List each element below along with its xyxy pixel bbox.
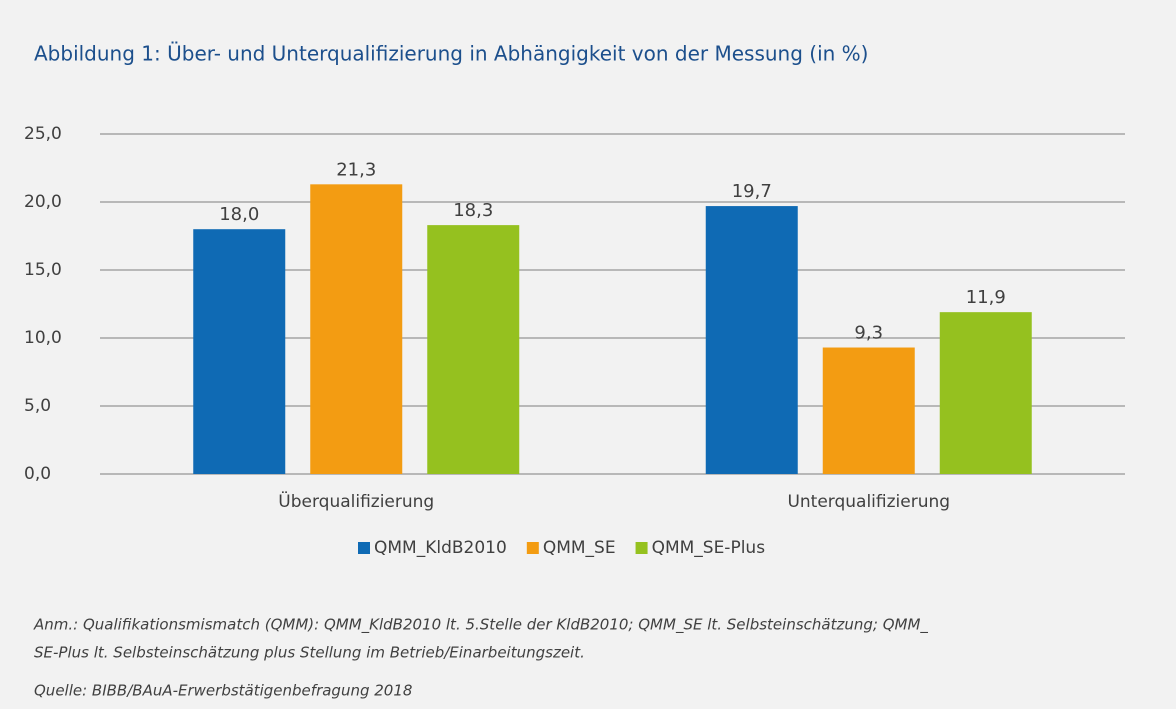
value-label: 19,7	[732, 181, 772, 202]
y-tick-label: 20,0	[24, 192, 62, 212]
value-label: 18,0	[219, 204, 259, 225]
x-tick-label: Unterqualifizierung	[787, 492, 950, 512]
source: Quelle: BIBB/BAuA-Erwerbstätigenbefragun…	[34, 682, 412, 700]
legend-label: QMM_SE-Plus	[652, 538, 766, 558]
legend-swatch	[358, 542, 370, 554]
bar	[705, 206, 798, 474]
value-label: 9,3	[854, 323, 883, 344]
y-tick-label: 25,0	[24, 124, 62, 144]
bar	[939, 312, 1032, 474]
y-tick-label: 10,0	[24, 328, 62, 348]
value-label: 18,3	[453, 200, 493, 221]
legend-label: QMM_SE	[543, 538, 616, 558]
value-label: 11,9	[966, 287, 1006, 308]
y-tick-label: 0,0	[24, 464, 51, 484]
legend-swatch	[526, 542, 539, 554]
y-tick-label: 5,0	[24, 396, 51, 416]
bar	[193, 229, 286, 474]
value-label: 21,3	[336, 159, 376, 180]
legend-label: QMM_KldB2010	[374, 538, 507, 558]
note: SE-Plus lt. Selbsteinschätzung plus Stel…	[34, 644, 585, 662]
bar	[427, 225, 520, 474]
chart-title: Abbildung 1: Über- und Unterqualifizieru…	[34, 42, 868, 66]
bar	[310, 184, 403, 474]
note: Anm.: Qualifikationsmismatch (QMM): QMM_…	[33, 616, 928, 635]
bar	[822, 347, 915, 474]
y-tick-label: 15,0	[24, 260, 62, 280]
legend-swatch	[635, 542, 648, 554]
x-tick-label: Überqualifizierung	[278, 490, 434, 512]
